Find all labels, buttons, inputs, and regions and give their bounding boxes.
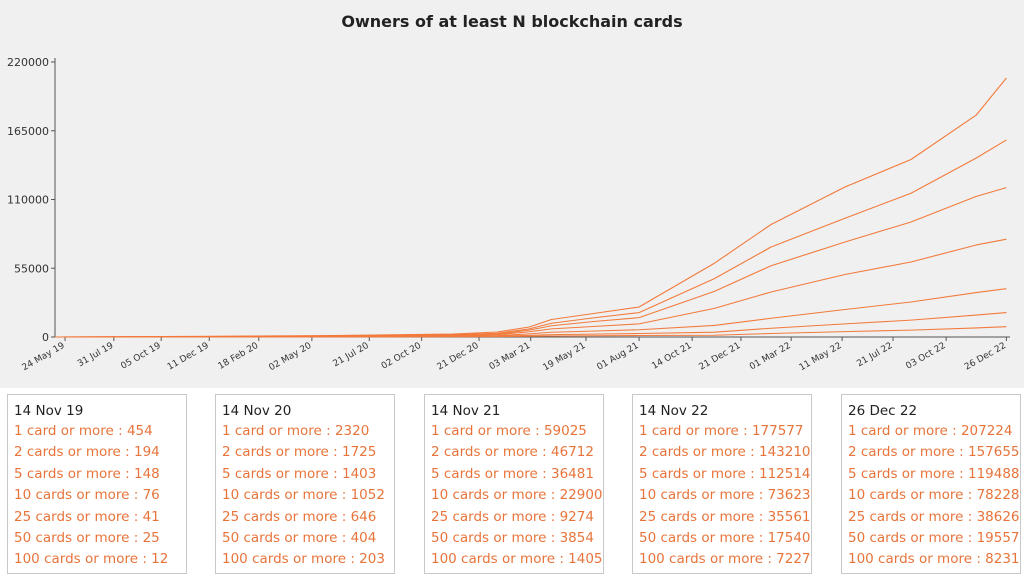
x-tick-label: 19 May 21 [542,341,588,373]
x-tick-label: 11 Dec 19 [166,341,211,373]
snapshot-stat: 5 cards or more : 112514 [639,465,811,482]
snapshot-date: 14 Nov 19 [14,403,84,419]
x-tick-label: 05 Oct 19 [119,341,163,372]
x-tick-label: 02 May 20 [267,341,313,373]
series-line-3 [54,187,1007,338]
snapshot-panel: 14 Nov 19 1 card or more : 454 2 cards or … [7,394,187,574]
snapshot-panel: 14 Nov 22 1 card or more : 177577 2 cards … [632,394,812,574]
snapshot-stat: 2 cards or more : 143210 [639,444,811,461]
snapshot-panel: 14 Nov 20 1 card or more : 2320 2 cards or… [215,394,395,574]
y-tick-label: 0 [42,331,49,344]
snapshot-stat: 5 cards or more : 1403 [222,465,377,482]
x-tick-label: 21 Jul 20 [332,341,371,370]
x-tick-label: 03 Oct 22 [904,341,947,372]
y-tick-label: 165000 [7,125,49,138]
x-tick-label: 24 May 19 [21,341,67,373]
snapshot-stat: 100 cards or more : 1405 [431,551,603,568]
snapshot-stat: 5 cards or more : 119488 [848,465,1020,482]
x-tick-label: 18 Feb 20 [217,341,261,372]
snapshot-stat: 1 card or more : 207224 [848,423,1013,439]
snapshot-stat: 1 card or more : 59025 [431,423,587,439]
x-tick-label: 01 Mar 22 [748,341,792,372]
snapshot-stat: 50 cards or more : 25 [14,530,160,547]
x-tick-label: 11 May 22 [798,341,844,373]
snapshot-stat: 5 cards or more : 36481 [431,465,594,482]
chart-title: Owners of at least N blockchain cards [341,12,683,31]
x-tick-label: 21 Dec 20 [436,341,481,373]
snapshot-panel: 14 Nov 21 1 card or more : 59025 2 cards o… [424,394,604,574]
x-tick-label: 01 Aug 21 [596,341,641,373]
snapshot-stat: 50 cards or more : 404 [222,530,377,547]
x-tick-label: 26 Dec 22 [963,341,1008,373]
line-chart: 0 55000 110000 165000 220000 24 May 19 31 Jul … [7,56,1010,373]
snapshot-stat: 5 cards or more : 148 [14,465,160,482]
snapshot-stat: 25 cards or more : 35561 [639,508,811,525]
snapshot-stat: 2 cards or more : 1725 [222,444,377,461]
snapshot-stat: 25 cards or more : 38626 [848,508,1020,525]
x-tick-label: 21 Jul 22 [855,341,894,369]
snapshot-date: 14 Nov 22 [639,403,709,419]
snapshot-stat: 100 cards or more : 7227 [639,551,811,568]
snapshot-stat: 10 cards or more : 1052 [222,487,385,504]
x-tick-label: 03 Mar 21 [488,341,532,372]
snapshot-stat: 100 cards or more : 203 [222,551,385,568]
snapshot-stat: 25 cards or more : 41 [14,508,160,525]
x-tick-label: 31 Jul 19 [76,341,115,370]
snapshot-stat: 10 cards or more : 73623 [639,487,811,504]
series-line-1 [54,77,1007,338]
snapshot-stat: 2 cards or more : 194 [14,444,160,461]
snapshot-stat: 10 cards or more : 22900 [431,487,603,504]
snapshot-stat: 50 cards or more : 17540 [639,530,811,547]
snapshot-stat: 100 cards or more : 8231 [848,551,1020,568]
series-line-7 [54,326,1007,338]
y-tick-label: 55000 [14,262,49,275]
x-tick-label: 21 Dec 21 [698,341,743,373]
snapshot-stat: 2 cards or more : 46712 [431,444,594,461]
snapshot-stat: 25 cards or more : 9274 [431,508,594,525]
snapshot-stat: 25 cards or more : 646 [222,508,377,525]
snapshot-stat: 50 cards or more : 19557 [848,530,1020,547]
snapshot-stat: 50 cards or more : 3854 [431,530,594,547]
snapshot-panel: 26 Dec 22 1 card or more : 207224 2 cards … [841,394,1021,574]
y-tick-label: 110000 [7,194,49,207]
snapshot-stat: 10 cards or more : 76 [14,487,160,504]
snapshot-stat: 1 card or more : 2320 [222,423,370,439]
x-tick-label: 14 Oct 21 [650,341,693,372]
snapshot-date: 26 Dec 22 [848,403,918,419]
snapshot-stat: 1 card or more : 454 [14,423,153,439]
snapshot-stat: 100 cards or more : 12 [14,551,169,568]
snapshot-stat: 1 card or more : 177577 [639,423,804,439]
x-tick-label: 02 Oct 20 [380,341,424,372]
snapshot-date: 14 Nov 20 [222,403,292,419]
snapshot-stat: 10 cards or more : 78228 [848,487,1020,504]
snapshot-stat: 2 cards or more : 157655 [848,444,1020,461]
y-tick-label: 220000 [7,56,49,69]
snapshot-date: 14 Nov 21 [431,403,501,419]
